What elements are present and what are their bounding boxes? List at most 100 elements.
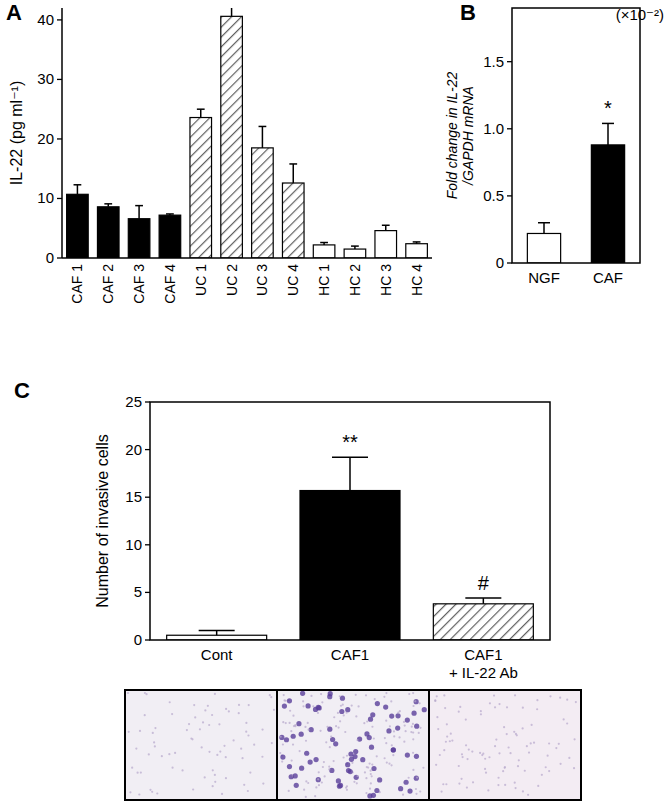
y-tick-label: 0 bbox=[46, 249, 54, 266]
x-tick-label: CAF1 bbox=[331, 646, 369, 663]
y-tick-label: 5 bbox=[134, 583, 142, 600]
error-bar bbox=[135, 206, 143, 219]
bar bbox=[300, 491, 400, 640]
error-bar bbox=[259, 126, 267, 147]
y-tick bbox=[507, 195, 512, 196]
x-tick-label: CAF1+ IL-22 Ab bbox=[449, 646, 518, 681]
y-tick-label: 1.5 bbox=[483, 53, 504, 70]
bar bbox=[313, 245, 335, 258]
y-tick-label: 20 bbox=[37, 130, 54, 147]
error-bar bbox=[602, 123, 614, 144]
bar bbox=[527, 233, 560, 263]
y-axis-label: IL-22 (pg ml⁻¹) bbox=[8, 81, 25, 185]
x-tick-label: CAF 3 bbox=[131, 264, 147, 304]
y-tick-label: 15 bbox=[125, 488, 142, 505]
error-bar bbox=[104, 204, 112, 207]
bar bbox=[128, 219, 150, 258]
y-tick bbox=[145, 497, 150, 498]
y-tick bbox=[57, 198, 62, 199]
bar bbox=[252, 148, 274, 258]
x-tick-label: UC 1 bbox=[193, 264, 209, 296]
error-bar bbox=[332, 457, 368, 490]
error-bar bbox=[74, 185, 82, 195]
panel-c: 0510152025ContCAF1CAF1+ IL-22 Ab**#CNumb… bbox=[14, 378, 550, 681]
bar bbox=[97, 207, 119, 258]
bar bbox=[344, 249, 366, 258]
x-tick-label: UC 2 bbox=[224, 264, 240, 296]
x-tick-label: Cont bbox=[201, 646, 234, 663]
micrograph bbox=[125, 690, 277, 800]
micrographs bbox=[125, 690, 581, 800]
error-bar bbox=[199, 630, 235, 635]
error-bar bbox=[538, 223, 550, 234]
error-bar bbox=[228, 8, 236, 16]
bar bbox=[221, 16, 243, 258]
bar bbox=[406, 244, 428, 258]
y-tick-label: 0 bbox=[134, 631, 142, 648]
plot-frame bbox=[150, 402, 550, 640]
error-bar bbox=[382, 225, 390, 230]
y-tick-label: 0 bbox=[496, 254, 504, 271]
error-bar bbox=[413, 242, 421, 244]
x-tick-label: HC 3 bbox=[378, 264, 394, 296]
x-tick-label: CAF 2 bbox=[100, 264, 116, 304]
bar bbox=[433, 604, 533, 640]
y-axis-label: Number of invasive cells bbox=[94, 434, 111, 607]
panel-letter: B bbox=[460, 0, 476, 25]
y-tick-label: 40 bbox=[37, 11, 54, 28]
x-tick-label: CAF bbox=[593, 269, 623, 286]
y-tick bbox=[57, 19, 62, 20]
y-tick bbox=[507, 61, 512, 62]
y-tick-label: 10 bbox=[37, 189, 54, 206]
x-tick-label: HC 2 bbox=[347, 264, 363, 296]
plot-frame bbox=[512, 8, 640, 263]
bar bbox=[282, 183, 304, 258]
figure: 010203040CAF 1CAF 2CAF 3CAF 4UC 1UC 2UC … bbox=[0, 0, 667, 803]
x-tick-label: HC 4 bbox=[409, 264, 425, 296]
y-tick-label: 30 bbox=[37, 70, 54, 87]
y-tick bbox=[507, 262, 512, 263]
y-axis-label: Fold change in IL-22 bbox=[444, 71, 460, 199]
error-bar bbox=[465, 598, 501, 604]
y-tick bbox=[57, 138, 62, 139]
micrograph bbox=[277, 690, 429, 800]
bar bbox=[375, 231, 397, 258]
y-tick-label: 0.5 bbox=[483, 187, 504, 204]
significance-mark: # bbox=[478, 572, 490, 594]
error-bar bbox=[320, 243, 328, 245]
panel-letter: A bbox=[6, 0, 22, 25]
bar bbox=[190, 118, 212, 258]
bar bbox=[67, 194, 89, 258]
y-tick-label: 10 bbox=[125, 536, 142, 553]
y-tick bbox=[57, 257, 62, 258]
x-tick-label: NGF bbox=[528, 269, 560, 286]
y-tick bbox=[145, 544, 150, 545]
y-tick bbox=[145, 449, 150, 450]
y-tick bbox=[57, 79, 62, 80]
error-bar bbox=[197, 109, 205, 117]
y-tick bbox=[145, 639, 150, 640]
error-bar bbox=[351, 246, 359, 249]
micrograph bbox=[429, 690, 581, 800]
x-tick-label: CAF 1 bbox=[69, 264, 85, 304]
x-axis bbox=[62, 257, 432, 259]
y-axis bbox=[61, 8, 63, 258]
bars bbox=[527, 123, 624, 263]
panel-b: 0 0.5 1.0 1.5 NGF CAF * B (×10⁻²) Fold change in … bbox=[444, 0, 664, 286]
bars bbox=[167, 457, 534, 640]
scale-note: (×10⁻²) bbox=[616, 6, 664, 23]
x-tick-label: UC 4 bbox=[285, 264, 301, 296]
error-bar bbox=[166, 214, 174, 215]
y-tick-label: 25 bbox=[125, 393, 142, 410]
bars bbox=[67, 8, 428, 258]
x-tick-label: UC 3 bbox=[254, 264, 270, 296]
significance-mark: ** bbox=[342, 431, 358, 453]
error-bar bbox=[289, 164, 297, 183]
bar bbox=[159, 215, 181, 258]
panel-letter: C bbox=[14, 378, 30, 403]
y-tick bbox=[145, 401, 150, 402]
significance-mark: * bbox=[604, 97, 612, 119]
x-tick-label: HC 1 bbox=[316, 264, 332, 296]
y-tick-label: 1.0 bbox=[483, 120, 504, 137]
y-tick bbox=[507, 128, 512, 129]
